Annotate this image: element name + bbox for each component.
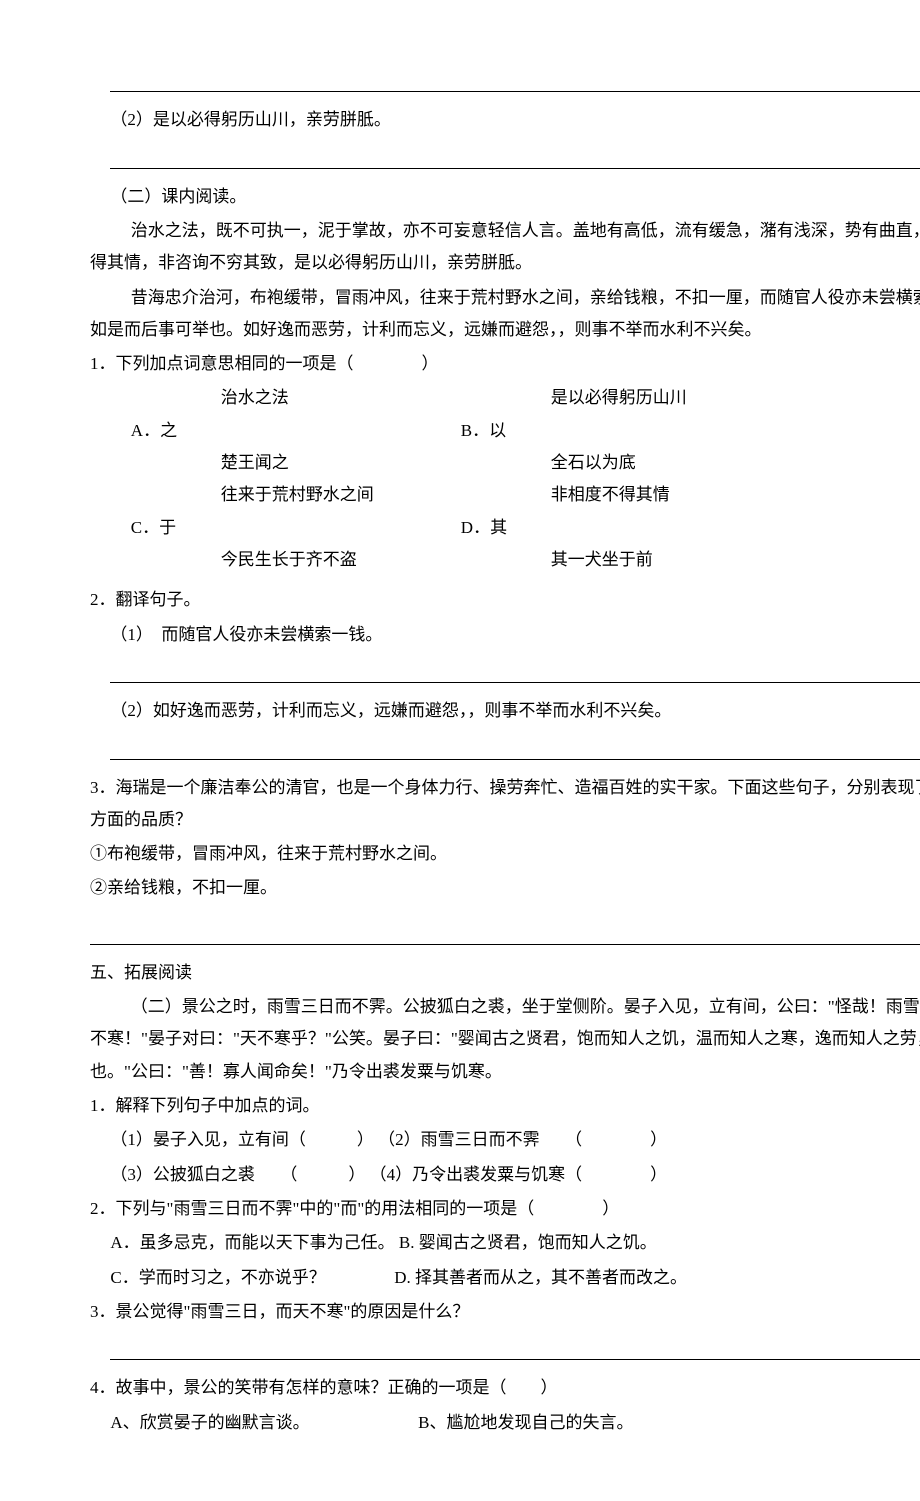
option-text [551, 512, 791, 544]
option-text [551, 415, 791, 447]
option-label [461, 382, 551, 414]
option-label [131, 479, 221, 511]
question-stem: 3．海瑞是一个廉洁奉公的清官，也是一个身体力行、操劳奔忙、造福百姓的实干家。下面… [90, 772, 920, 837]
passage-paragraph: （二）景公之时，雨雪三日而不霁。公披狐白之裘，坐于堂侧阶。晏子入见，立有间，公曰… [90, 991, 920, 1088]
option-b: B. 婴闻古之贤君，饱而知人之饥。 [399, 1233, 657, 1252]
option-row: A、欣赏晏子的幽默言谈。 B、尴尬地发现自己的失言。 [90, 1407, 920, 1439]
question-stem: 4．故事中，景公的笑带有怎样的意味？正确的一项是（ ） [90, 1372, 920, 1404]
option-row: C．于 D．其 [131, 512, 791, 544]
option-label: A．之 [131, 415, 221, 447]
option-row: 治水之法 是以必得躬历山川 [131, 382, 791, 414]
option-label [131, 544, 221, 576]
option-text [221, 512, 461, 544]
section-heading: （二）课内阅读。 [90, 181, 920, 213]
option-label [131, 382, 221, 414]
option-text: 今民生长于齐不盗 [221, 544, 461, 576]
option-label [461, 544, 551, 576]
question-stem: 2．下列与"雨雪三日而不霁"中的"而"的用法相同的一项是（ ） [90, 1193, 920, 1225]
option-text [221, 415, 461, 447]
option-a: A．虽多忌克，而能以天下事为己任。 [110, 1233, 394, 1252]
option-text: 楚王闻之 [221, 447, 461, 479]
answer-line[interactable] [110, 655, 920, 683]
sub-question-row: （1）晏子入见，立有间（ ） （2）雨雪三日而不霁 （ ） [90, 1124, 920, 1156]
option-d: D. 择其善者而从之，其不善者而改之。 [394, 1268, 687, 1287]
option-row: 往来于荒村野水之间 非相度不得其情 [131, 479, 791, 511]
option-a: A、欣赏晏子的幽默言谈。 [110, 1413, 309, 1432]
option-text: 是以必得躬历山川 [551, 382, 791, 414]
question-stem: 1．下列加点词意思相同的一项是（ ） [90, 348, 920, 380]
sub-question: ②亲给钱粮，不扣一厘。 [90, 872, 920, 904]
answer-line[interactable] [90, 917, 920, 945]
answer-line[interactable] [110, 731, 920, 759]
answer-line[interactable] [110, 140, 920, 168]
question-stem: 3．景公觉得"雨雪三日，而天不寒"的原因是什么？ [90, 1296, 920, 1328]
option-row: A．之 B．以 [131, 415, 791, 447]
option-label [131, 447, 221, 479]
passage-paragraph: 昔海忠介治河，布袍缓带，冒雨冲风，往来于荒村野水之间，亲给钱粮，不扣一厘，而随官… [90, 282, 920, 347]
sub-question: （3）公披狐白之裘 （ ） [110, 1165, 365, 1184]
option-label: C．于 [131, 512, 221, 544]
sub-question: （4）乃令出裘发粟与饥寒（ ） [370, 1165, 668, 1184]
option-label: B．以 [461, 415, 551, 447]
option-text: 全石以为底 [551, 447, 791, 479]
sub-question-row: （3）公披狐白之裘 （ ） （4）乃令出裘发粟与饥寒（ ） [90, 1159, 920, 1191]
option-text: 非相度不得其情 [551, 479, 791, 511]
answer-line[interactable] [110, 1332, 920, 1360]
option-c: C．学而时习之，不亦说乎？ [110, 1268, 325, 1287]
sub-question: （1）晏子入见，立有间（ ） [110, 1130, 374, 1149]
passage-paragraph: 治水之法，既不可执一，泥于掌故，亦不可妄意轻信人言。盖地有高低，流有缓急，潴有浅… [90, 215, 920, 280]
option-label [461, 479, 551, 511]
sub-question: （1） 而随官人役亦未尝横索一钱。 [90, 619, 920, 651]
sub-question: （2）如好逸而恶劳，计利而忘义，远嫌而避怨，，则事不举而水利不兴矣。 [90, 695, 920, 727]
sub-question: ①布袍缓带，冒雨冲风，往来于荒村野水之间。 [90, 838, 920, 870]
option-text: 治水之法 [221, 382, 461, 414]
question-stem: 1．解释下列句子中加点的词。 [90, 1090, 920, 1122]
sub-question: （2）雨雪三日而不霁 （ ） [378, 1130, 667, 1149]
option-label [461, 447, 551, 479]
option-row: 今民生长于齐不盗 其一犬坐于前 [131, 544, 791, 576]
option-grid: 治水之法 是以必得躬历山川 A．之 B．以 楚王闻之 全石以为底 往来于荒村野水… [131, 382, 791, 576]
answer-line[interactable] [110, 64, 920, 92]
question-stem: 2．翻译句子。 [90, 584, 920, 616]
option-b: B、尴尬地发现自己的失言。 [418, 1413, 633, 1432]
option-row: 楚王闻之 全石以为底 [131, 447, 791, 479]
section-heading: 五、拓展阅读 [90, 957, 920, 989]
question-text: （2）是以必得躬历山川，亲劳胼胝。 [90, 104, 920, 136]
option-row: C．学而时习之，不亦说乎？ D. 择其善者而从之，其不善者而改之。 [90, 1262, 920, 1294]
option-row: A．虽多忌克，而能以天下事为己任。 B. 婴闻古之贤君，饱而知人之饥。 [90, 1227, 920, 1259]
option-text: 往来于荒村野水之间 [221, 479, 461, 511]
option-text: 其一犬坐于前 [551, 544, 791, 576]
option-label: D．其 [461, 512, 551, 544]
